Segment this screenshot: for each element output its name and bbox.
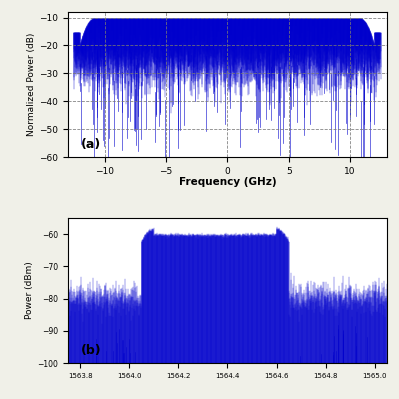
X-axis label: Frequency (GHz): Frequency (GHz) [179,177,276,187]
Y-axis label: Normalized Power (dB): Normalized Power (dB) [27,33,36,136]
Y-axis label: Power (dBm): Power (dBm) [26,262,34,320]
Text: (a): (a) [81,138,101,151]
Text: (b): (b) [81,344,101,358]
